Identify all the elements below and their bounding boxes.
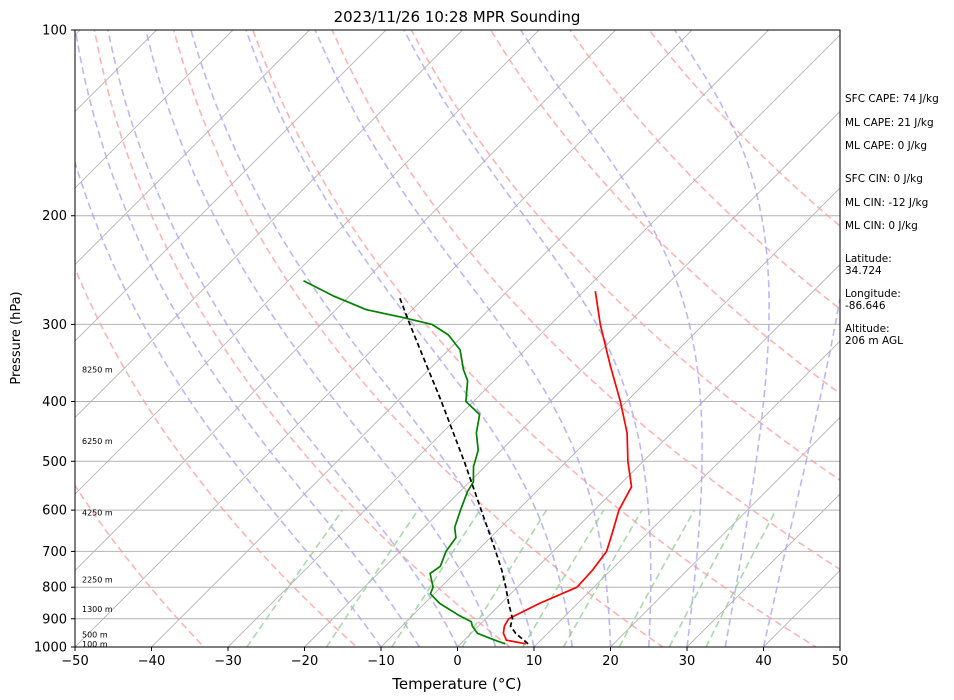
mixing-ratio-line	[562, 509, 643, 647]
y-tick-label: 100	[42, 24, 67, 39]
moist-adiabat-line	[75, 159, 382, 647]
isotherm-line	[75, 30, 234, 189]
moist-adiabat-line	[145, 30, 497, 647]
moist-adiabat-line	[190, 30, 535, 647]
y-tick-label: 800	[42, 581, 67, 596]
x-axis-label: Temperature (°C)	[391, 675, 521, 693]
moist-adiabat-line	[314, 30, 612, 647]
latitude-label: Latitude:	[845, 253, 892, 265]
isotherm-line	[75, 30, 310, 266]
ml-cape-label-2: ML CAPE: 0 J/kg	[845, 140, 927, 152]
mixing-ratio-line	[522, 509, 605, 647]
longitude-label: Longitude:	[845, 288, 901, 300]
height-label: 8250 m	[82, 366, 113, 375]
mixing-ratio-line	[618, 509, 696, 647]
height-label: 4250 m	[82, 508, 113, 517]
chart-title: 2023/11/26 10:28 MPR Sounding	[334, 8, 581, 26]
x-tick-label: 20	[602, 654, 619, 669]
y-tick-label: 300	[42, 318, 67, 333]
temperature-profile	[502, 290, 633, 645]
mixing-ratio-line	[668, 509, 743, 647]
height-label: 6250 m	[82, 437, 113, 446]
x-tick-label: 40	[755, 654, 772, 669]
isotherm-line	[75, 30, 540, 495]
x-tick-label: −10	[367, 654, 394, 669]
mixing-ratio-line	[325, 509, 419, 647]
dry-adiabat-line	[331, 30, 840, 571]
dewpoint-profile	[303, 280, 506, 645]
x-tick-label: 30	[679, 654, 696, 669]
height-label: 100 m	[82, 640, 108, 649]
moist-adiabat-line	[107, 30, 459, 647]
moist-adiabat-line	[403, 30, 652, 647]
dry-adiabat-line	[75, 484, 206, 647]
sounding-annotations: SFC CAPE: 74 J/kg ML CAPE: 21 J/kg ML CA…	[845, 93, 939, 347]
isotherm-line	[75, 30, 693, 647]
isotherm-line	[610, 416, 840, 647]
ml-cin-label: ML CIN: -12 J/kg	[845, 197, 928, 209]
mixing-ratio-line	[246, 509, 344, 647]
x-tick-label: −20	[291, 654, 318, 669]
moist-adiabat-line	[245, 30, 574, 647]
moist-adiabat-line	[520, 30, 703, 647]
x-tick-label: 10	[526, 654, 543, 669]
y-axis-label: Pressure (hPa)	[9, 291, 24, 384]
dry-adiabat-line	[410, 30, 840, 482]
height-label: 1300 m	[82, 605, 113, 614]
mixing-ratio-line	[391, 509, 481, 647]
mixing-ratio-line	[705, 509, 777, 647]
isotherm-line	[151, 30, 769, 647]
dry-adiabat-line	[489, 30, 840, 395]
y-tick-label: 1000	[34, 641, 67, 656]
isotherm-line	[75, 30, 616, 572]
y-tick-label: 400	[42, 395, 67, 410]
mixing-ratio-line	[461, 509, 548, 647]
ml-cin-label-2: ML CIN: 0 J/kg	[845, 220, 918, 232]
parcel-profile	[398, 295, 529, 645]
moist-adiabat-line	[762, 294, 840, 647]
isotherm-line	[75, 30, 387, 342]
y-tick-label: 500	[42, 455, 67, 470]
altitude-value: 206 m AGL	[845, 335, 903, 347]
height-label: 500 m	[82, 631, 108, 640]
dry-adiabat-line	[569, 30, 840, 311]
y-tick-label: 900	[42, 612, 67, 627]
latitude-value: 34.724	[845, 265, 882, 277]
longitude-value: -86.646	[845, 300, 886, 312]
y-tick-label: 700	[42, 545, 67, 560]
isotherm-line	[686, 493, 840, 647]
sfc-cape-label: SFC CAPE: 74 J/kg	[845, 93, 939, 105]
dry-adiabat-line	[252, 30, 818, 647]
moist-adiabat-line	[674, 30, 770, 647]
ml-cape-label: ML CAPE: 21 J/kg	[845, 117, 934, 129]
isotherm-line	[380, 187, 840, 647]
moist-adiabat-line	[75, 30, 420, 647]
dry-adiabat-line	[75, 266, 359, 647]
x-tick-label: 50	[832, 654, 849, 669]
isotherm-line	[457, 263, 840, 647]
y-tick-label: 600	[42, 504, 67, 519]
isotherm-line	[227, 34, 840, 647]
sfc-cin-label: SFC CIN: 0 J/kg	[845, 173, 923, 185]
x-tick-label: −50	[61, 654, 88, 669]
altitude-label: Altitude:	[845, 323, 890, 335]
isotherm-line	[75, 30, 463, 419]
x-tick-label: −40	[138, 654, 165, 669]
isotherm-line	[304, 110, 840, 647]
height-label: 2250 m	[82, 575, 113, 584]
y-tick-label: 200	[42, 209, 67, 224]
x-tick-label: 0	[453, 654, 461, 669]
isotherm-line	[533, 340, 840, 647]
dry-adiabat-line	[93, 30, 512, 647]
x-tick-label: −30	[214, 654, 241, 669]
